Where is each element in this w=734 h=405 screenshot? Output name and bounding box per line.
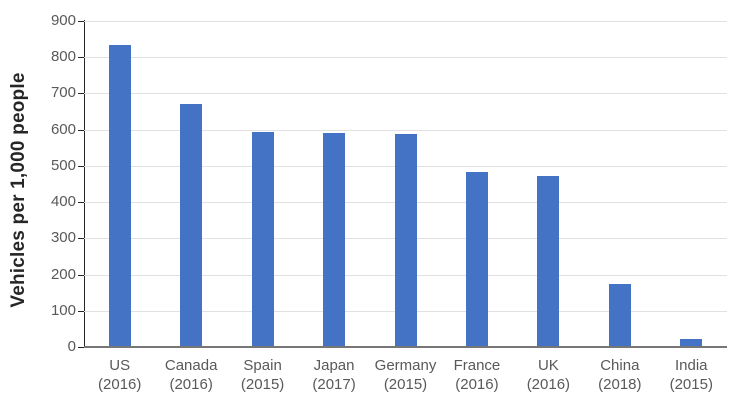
bar-canada <box>180 104 203 347</box>
gridline-700 <box>84 93 727 95</box>
y-tick-mark-200 <box>78 274 84 276</box>
y-tick-mark-0 <box>78 347 84 348</box>
x-label-country: Spain <box>243 357 282 374</box>
bar-japan <box>323 132 346 347</box>
y-tick-label-700: 700 <box>50 84 76 102</box>
bar-germany <box>394 133 417 347</box>
plot-area <box>84 21 727 347</box>
y-axis-title: Vehicles per 1,000 people <box>8 72 29 308</box>
y-tick-mark-900 <box>78 21 84 22</box>
bar-france <box>465 172 488 347</box>
bar-uk <box>537 176 560 347</box>
x-label-japan: Japan (2017) <box>288 356 380 394</box>
x-label-country: US <box>109 357 131 374</box>
gridline-800 <box>84 57 727 59</box>
y-tick-mark-100 <box>78 310 84 312</box>
y-tick-mark-800 <box>78 57 84 59</box>
y-tick-label-400: 400 <box>50 193 76 211</box>
bar-india <box>680 339 703 347</box>
x-label-year: (2016) <box>526 376 571 393</box>
y-tick-mark-400 <box>78 202 84 204</box>
y-tick-label-800: 800 <box>50 48 76 66</box>
x-label-uk: UK (2016) <box>502 356 594 394</box>
x-label-year: (2015) <box>383 376 428 393</box>
x-label-china: China (2018) <box>574 356 666 394</box>
x-label-year: (2016) <box>455 376 499 393</box>
x-label-country: India <box>675 357 708 374</box>
x-label-canada: Canada (2016) <box>145 356 237 394</box>
bar-spain <box>251 132 274 347</box>
y-tick-mark-300 <box>78 238 84 240</box>
y-tick-label-100: 100 <box>50 301 76 319</box>
x-label-france: France (2016) <box>431 356 523 394</box>
x-label-country: UK <box>537 357 559 374</box>
x-label-year: (2015) <box>669 376 713 393</box>
gridline-900 <box>84 21 727 22</box>
x-label-germany: Germany (2015) <box>360 356 452 394</box>
x-label-country: Germany <box>374 357 437 374</box>
x-label-year: (2016) <box>98 376 142 393</box>
y-tick-label-200: 200 <box>50 265 76 283</box>
y-tick-label-0: 0 <box>67 338 76 355</box>
y-tick-mark-700 <box>78 93 84 95</box>
x-label-country: France <box>453 357 501 374</box>
y-tick-label-600: 600 <box>50 120 76 138</box>
x-label-india: India (2015) <box>645 356 734 394</box>
x-label-country: Canada <box>164 357 218 374</box>
x-label-year: (2016) <box>169 376 213 393</box>
y-tick-mark-500 <box>78 165 84 167</box>
x-label-country: China <box>600 357 640 374</box>
x-label-spain: Spain (2015) <box>217 356 309 394</box>
x-label-year: (2017) <box>312 376 356 393</box>
bar-us <box>108 44 131 347</box>
x-label-year: (2018) <box>598 376 642 393</box>
bar-china <box>608 284 631 347</box>
y-axis-line <box>84 20 85 347</box>
y-tick-label-300: 300 <box>50 229 76 247</box>
x-label-country: Japan <box>313 357 355 374</box>
y-tick-mark-600 <box>78 129 84 131</box>
x-label-year: (2015) <box>240 376 285 393</box>
gridline-600 <box>84 129 727 131</box>
y-tick-label-500: 500 <box>50 156 76 174</box>
x-axis-baseline <box>84 346 727 348</box>
y-tick-label-900: 900 <box>50 12 76 29</box>
x-label-us: US (2016) <box>74 356 166 394</box>
